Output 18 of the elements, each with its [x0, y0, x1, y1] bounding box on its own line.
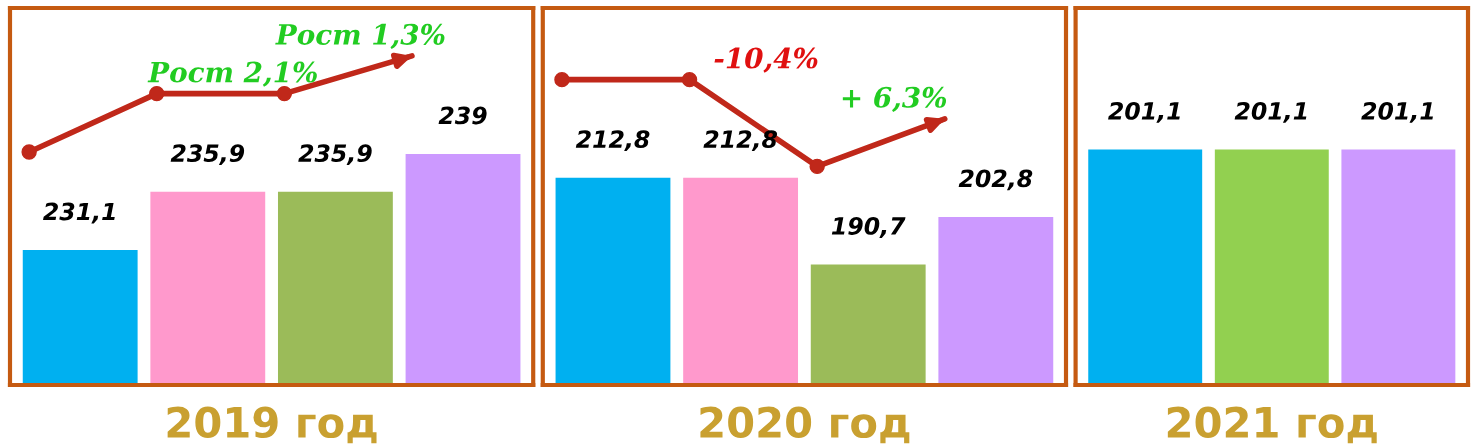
data-label: 231,1 — [43, 202, 115, 224]
annotation: -10,4% — [714, 47, 818, 73]
x-axis-title: 2019 год — [167, 406, 377, 444]
annotation: Рост 2,1% — [147, 61, 317, 87]
data-label: 212,8 — [703, 130, 778, 152]
annotation: + 6,3% — [842, 86, 947, 113]
x-axis-title: 2021 год — [1167, 406, 1377, 444]
annotation: Рост 1,3% — [275, 23, 445, 50]
data-label: 235,9 — [170, 144, 245, 166]
data-label: 201,1 — [1108, 101, 1180, 123]
data-label: 212,8 — [575, 130, 650, 152]
data-label: 201,1 — [1234, 101, 1307, 123]
data-label: 190,7 — [831, 217, 906, 238]
data-label: 239 — [438, 106, 487, 125]
x-axis-title: 2020 год — [700, 406, 910, 444]
data-label: 202,8 — [958, 169, 1033, 191]
data-label: 201,1 — [1361, 101, 1433, 123]
data-label: 235,9 — [298, 144, 372, 166]
